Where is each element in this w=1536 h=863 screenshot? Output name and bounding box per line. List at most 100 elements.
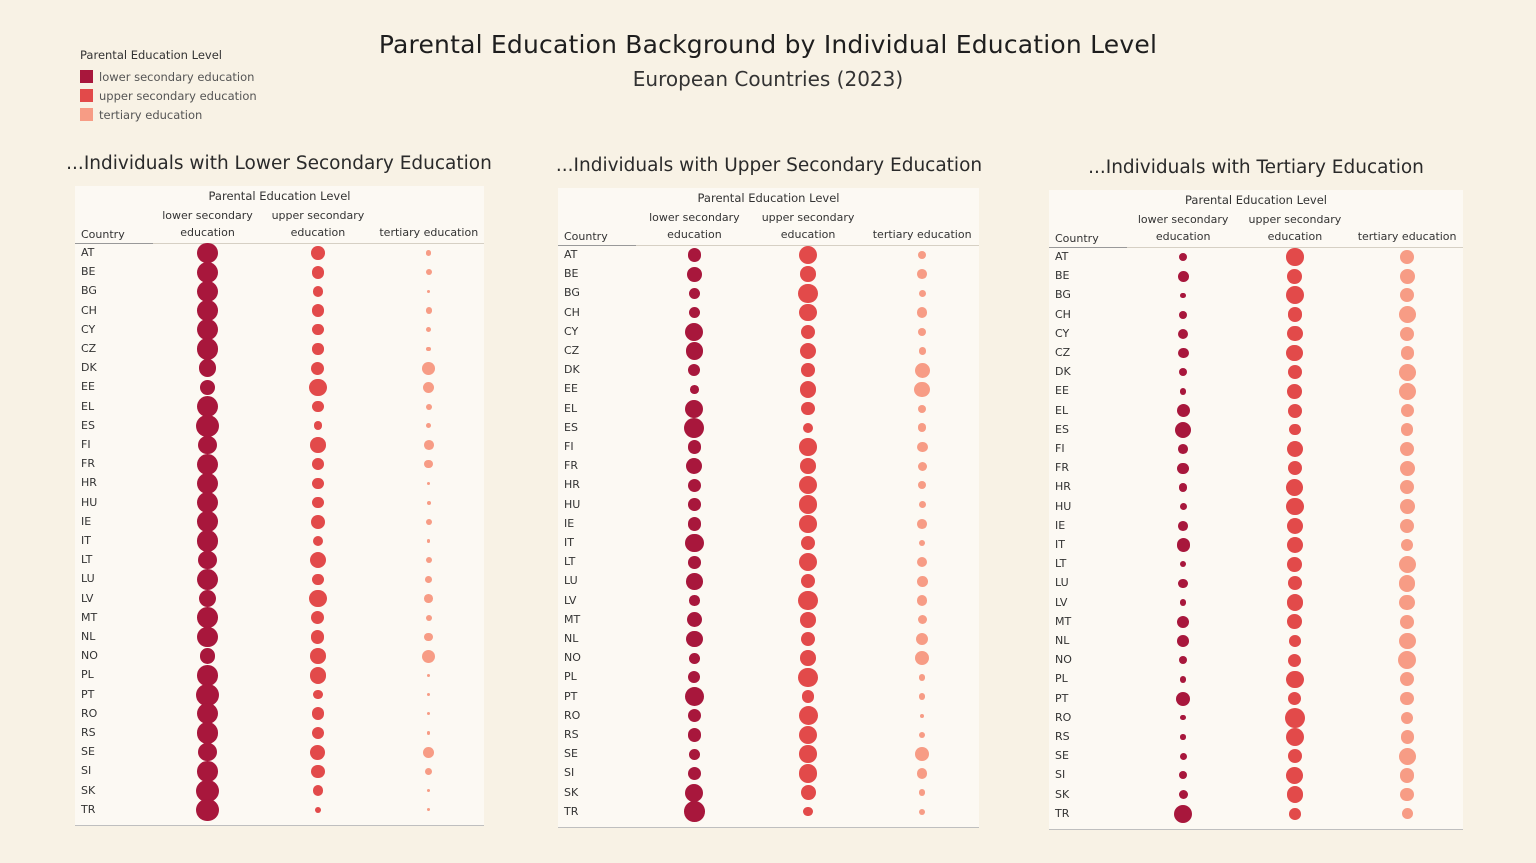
bubble-lower-secondary[interactable] <box>1179 388 1187 395</box>
bubble-lower-secondary[interactable] <box>1177 635 1189 647</box>
bubble-tertiary[interactable] <box>1400 346 1414 360</box>
bubble-upper-secondary[interactable] <box>798 245 818 265</box>
bubble-upper-secondary[interactable] <box>799 438 817 456</box>
bubble-lower-secondary[interactable] <box>1176 538 1190 552</box>
bubble-lower-secondary[interactable] <box>1176 404 1190 418</box>
bubble-lower-secondary[interactable] <box>1178 483 1188 492</box>
bubble-tertiary[interactable] <box>425 269 432 276</box>
bubble-lower-secondary[interactable] <box>690 385 699 394</box>
bubble-tertiary[interactable] <box>425 614 432 621</box>
bubble-lower-secondary[interactable] <box>197 511 218 533</box>
bubble-upper-secondary[interactable] <box>310 744 326 760</box>
bubble-lower-secondary[interactable] <box>196 779 219 802</box>
bubble-upper-secondary[interactable] <box>312 324 324 336</box>
bubble-lower-secondary[interactable] <box>688 671 701 684</box>
bubble-tertiary[interactable] <box>1400 288 1415 303</box>
bubble-upper-secondary[interactable] <box>798 725 818 745</box>
bubble-tertiary[interactable] <box>1398 651 1417 670</box>
bubble-lower-secondary[interactable] <box>198 551 217 570</box>
bubble-lower-secondary[interactable] <box>197 761 218 782</box>
bubble-tertiary[interactable] <box>427 789 431 793</box>
bubble-lower-secondary[interactable] <box>196 568 219 590</box>
bubble-tertiary[interactable] <box>426 346 432 352</box>
bubble-tertiary[interactable] <box>918 289 926 297</box>
bubble-upper-secondary[interactable] <box>1286 517 1303 534</box>
bubble-upper-secondary[interactable] <box>798 764 818 783</box>
bubble-lower-secondary[interactable] <box>197 319 218 341</box>
bubble-tertiary[interactable] <box>425 767 433 775</box>
bubble-lower-secondary[interactable] <box>1179 561 1187 568</box>
bubble-lower-secondary[interactable] <box>196 798 219 822</box>
bubble-lower-secondary[interactable] <box>1177 615 1190 628</box>
legend-item-lower-secondary[interactable]: lower secondary education <box>80 67 257 86</box>
bubble-tertiary[interactable] <box>427 808 431 812</box>
bubble-upper-secondary[interactable] <box>309 552 327 569</box>
bubble-lower-secondary[interactable] <box>197 626 218 648</box>
bubble-tertiary[interactable] <box>918 251 927 259</box>
bubble-upper-secondary[interactable] <box>799 381 817 398</box>
bubble-tertiary[interactable] <box>427 731 431 735</box>
bubble-lower-secondary[interactable] <box>1178 444 1189 454</box>
bubble-upper-secondary[interactable] <box>311 726 325 740</box>
bubble-tertiary[interactable] <box>918 481 927 490</box>
bubble-upper-secondary[interactable] <box>312 343 324 355</box>
bubble-upper-secondary[interactable] <box>1289 424 1301 436</box>
bubble-upper-secondary[interactable] <box>1286 537 1303 553</box>
bubble-upper-secondary[interactable] <box>310 437 326 453</box>
country-column-header[interactable]: Country <box>81 228 125 241</box>
bubble-tertiary[interactable] <box>425 307 432 314</box>
bubble-lower-secondary[interactable] <box>684 686 705 707</box>
bubble-tertiary[interactable] <box>1399 460 1415 476</box>
bubble-upper-secondary[interactable] <box>801 401 815 416</box>
bubble-tertiary[interactable] <box>1398 747 1416 765</box>
bubble-lower-secondary[interactable] <box>196 261 219 283</box>
bubble-lower-secondary[interactable] <box>684 417 705 438</box>
bubble-upper-secondary[interactable] <box>1289 807 1301 820</box>
bubble-lower-secondary[interactable] <box>198 743 217 762</box>
column-header-upper-secondary[interactable]: upper secondary education <box>258 207 378 241</box>
bubble-tertiary[interactable] <box>917 615 927 625</box>
bubble-tertiary[interactable] <box>424 632 434 642</box>
bubble-upper-secondary[interactable] <box>1286 497 1304 516</box>
bubble-upper-secondary[interactable] <box>1288 653 1302 667</box>
bubble-tertiary[interactable] <box>1401 808 1413 820</box>
bubble-lower-secondary[interactable] <box>196 703 219 725</box>
bubble-upper-secondary[interactable] <box>309 667 327 684</box>
bubble-tertiary[interactable] <box>1400 672 1415 687</box>
column-header-upper-secondary[interactable]: upper secondary education <box>1235 211 1355 245</box>
column-header-upper-secondary[interactable]: upper secondary education <box>748 209 868 243</box>
bubble-tertiary[interactable] <box>1400 730 1414 744</box>
bubble-tertiary[interactable] <box>422 649 436 663</box>
bubble-lower-secondary[interactable] <box>685 399 704 418</box>
bubble-upper-secondary[interactable] <box>312 458 324 471</box>
bubble-lower-secondary[interactable] <box>686 458 703 475</box>
bubble-upper-secondary[interactable] <box>1286 766 1304 784</box>
bubble-tertiary[interactable] <box>1399 499 1415 515</box>
bubble-lower-secondary[interactable] <box>1177 270 1189 282</box>
bubble-tertiary[interactable] <box>918 674 926 681</box>
bubble-upper-secondary[interactable] <box>1286 478 1304 496</box>
bubble-lower-secondary[interactable] <box>686 612 703 628</box>
bubble-tertiary[interactable] <box>916 632 929 646</box>
bubble-upper-secondary[interactable] <box>799 553 818 572</box>
bubble-upper-secondary[interactable] <box>1286 670 1304 689</box>
bubble-tertiary[interactable] <box>427 712 431 716</box>
bubble-tertiary[interactable] <box>1401 538 1414 552</box>
bubble-tertiary[interactable] <box>426 250 432 256</box>
bubble-tertiary[interactable] <box>426 423 432 429</box>
bubble-upper-secondary[interactable] <box>1287 556 1303 572</box>
bubble-tertiary[interactable] <box>914 381 930 398</box>
bubble-tertiary[interactable] <box>914 362 930 378</box>
bubble-tertiary[interactable] <box>427 481 431 485</box>
bubble-tertiary[interactable] <box>914 650 930 666</box>
bubble-upper-secondary[interactable] <box>799 303 817 322</box>
bubble-lower-secondary[interactable] <box>1179 771 1188 780</box>
bubble-upper-secondary[interactable] <box>1287 383 1303 399</box>
bubble-lower-secondary[interactable] <box>1177 328 1189 339</box>
bubble-tertiary[interactable] <box>1400 787 1414 802</box>
bubble-upper-secondary[interactable] <box>312 477 324 490</box>
bubble-tertiary[interactable] <box>427 289 431 293</box>
bubble-lower-secondary[interactable] <box>1178 789 1188 800</box>
bubble-tertiary[interactable] <box>917 423 927 433</box>
bubble-lower-secondary[interactable] <box>688 306 701 319</box>
